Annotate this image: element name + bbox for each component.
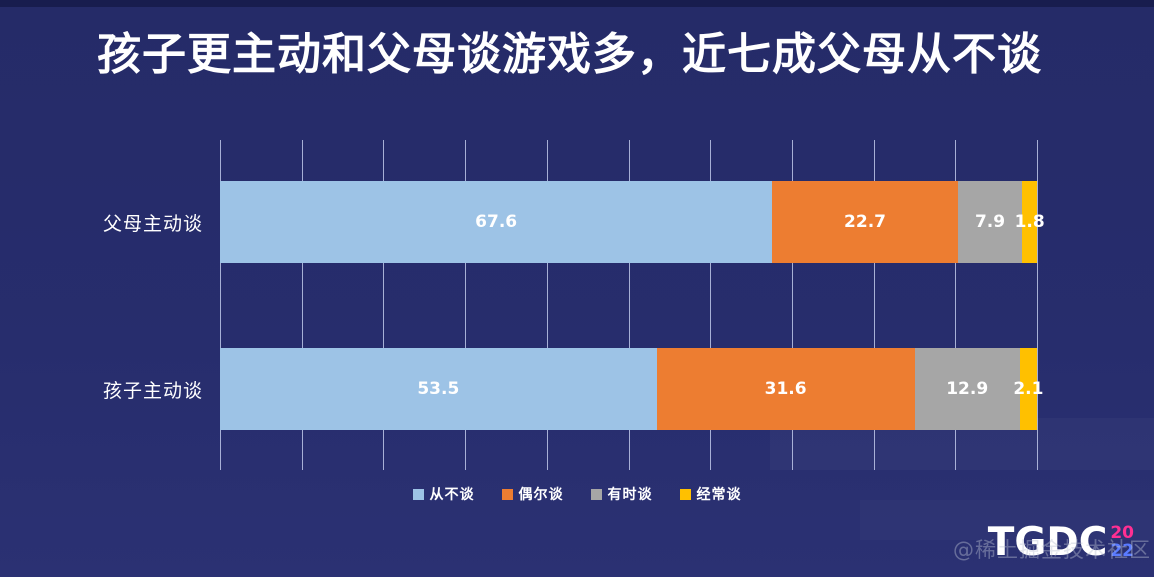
gridline	[1037, 140, 1038, 470]
tgdc-logo: TGDC 20 22	[987, 519, 1134, 565]
bar-row: 父母主动谈 67.6 22.7 7.9 1.8	[0, 181, 1154, 263]
gridline	[383, 140, 385, 470]
legend-item-从不谈: 从不谈	[412, 484, 475, 504]
tgdc-logo-text: TGDC	[987, 519, 1108, 565]
legend-swatch-icon	[412, 488, 424, 500]
top-strip	[0, 0, 1154, 7]
legend-label: 有时谈	[607, 487, 653, 503]
gridline	[220, 140, 221, 470]
legend-item-偶尔谈: 偶尔谈	[501, 484, 564, 504]
bar-value-label: 2.1	[1013, 379, 1044, 399]
page-title: 孩子更主动和父母谈游戏多，近七成父母从不谈	[97, 29, 1042, 80]
tgdc-logo-year-top: 20	[1110, 522, 1134, 543]
bar-segment-有时谈: 12.9	[914, 348, 1020, 430]
legend-label: 经常谈	[696, 487, 742, 503]
tgdc-logo-year: 20 22	[1110, 522, 1134, 561]
legend-label: 从不谈	[429, 487, 475, 503]
gridline	[465, 140, 467, 470]
bar-value-label: 31.6	[764, 379, 807, 399]
bar-value-label: 67.6	[475, 212, 518, 232]
category-label: 父母主动谈	[102, 212, 203, 235]
legend-swatch-icon	[679, 488, 691, 500]
bar-value-label: 22.7	[844, 212, 886, 232]
bar-segment-从不谈: 67.6	[220, 181, 773, 263]
watermark: @稀土掘金技术社区	[953, 538, 1151, 562]
bar-segments: 53.5 31.6 12.9 2.1	[220, 348, 1043, 430]
bar-row: 孩子主动谈 53.5 31.6 12.9 2.1	[0, 348, 1154, 430]
bar-segment-从不谈: 53.5	[220, 348, 657, 430]
legend-swatch-icon	[590, 488, 602, 500]
bar-segment-偶尔谈: 31.6	[656, 348, 915, 430]
bar-segment-经常谈: 2.1	[1013, 348, 1043, 430]
gridline	[628, 140, 630, 470]
plot-area	[220, 140, 1038, 470]
legend-swatch-icon	[501, 488, 513, 500]
gridline	[791, 140, 793, 470]
gridline	[710, 140, 712, 470]
legend-item-有时谈: 有时谈	[590, 484, 653, 504]
bar-segment-偶尔谈: 22.7	[772, 181, 958, 263]
bar-value-label: 7.9	[974, 212, 1006, 232]
bar-value-label: 53.5	[417, 379, 460, 399]
gridline	[873, 140, 875, 470]
tgdc-logo-year-bottom: 22	[1110, 540, 1134, 561]
stacked-bar-chart: 父母主动谈 67.6 22.7 7.9 1.8 孩子主动谈 53.5 31.6 12.9 2.1	[0, 140, 1154, 470]
category-label: 孩子主动谈	[102, 379, 203, 402]
bar-value-label: 12.9	[946, 379, 989, 399]
bar-segment-有时谈: 7.9	[957, 181, 1023, 263]
legend-item-经常谈: 经常谈	[679, 484, 742, 504]
bar-segment-经常谈: 1.8	[1015, 181, 1045, 263]
gridline	[955, 140, 957, 470]
chart-legend: 从不谈 偶尔谈 有时谈 经常谈	[0, 483, 1154, 505]
bar-value-label: 1.8	[1014, 212, 1045, 232]
gridline	[546, 140, 548, 470]
legend-label: 偶尔谈	[518, 487, 564, 503]
gridline	[301, 140, 303, 470]
bar-segments: 67.6 22.7 7.9 1.8	[220, 181, 1045, 263]
